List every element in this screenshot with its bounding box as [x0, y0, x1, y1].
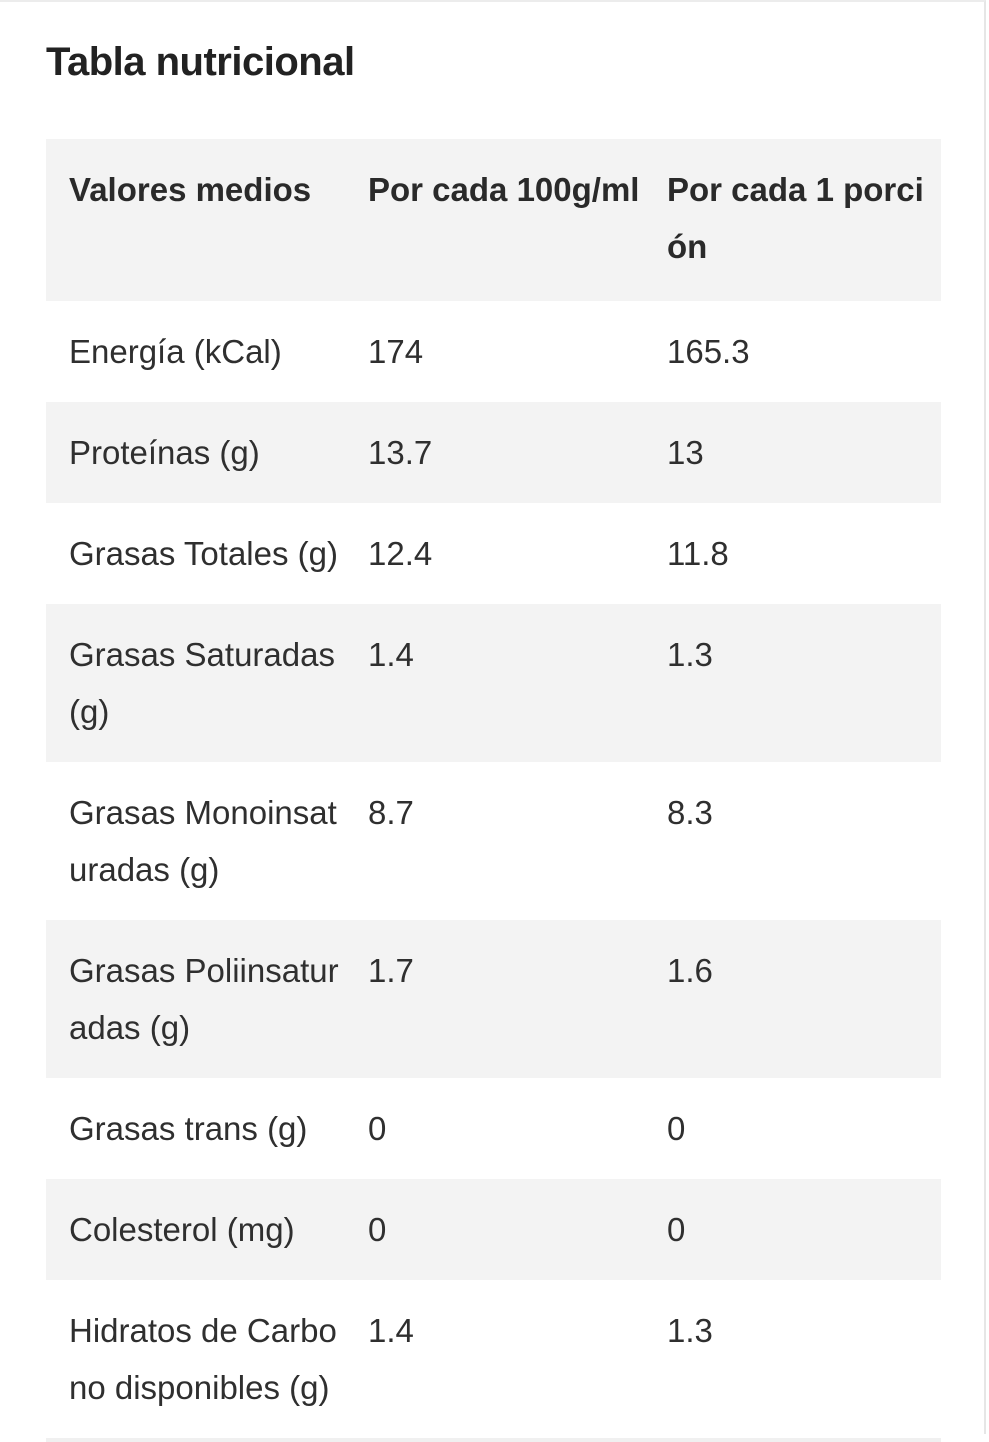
value-per-portion: 13	[644, 402, 941, 503]
value-per-portion: 0	[644, 1179, 941, 1280]
table-row: Grasas Poliinsaturadas (g) 1.7 1.6	[46, 920, 941, 1078]
column-header: Valores medios	[46, 139, 345, 301]
table-row: Proteínas (g) 13.7 13	[46, 402, 941, 503]
value-per-portion: 1.6	[644, 920, 941, 1078]
nutrient-name: Colesterol (mg)	[46, 1179, 345, 1280]
table-row: Grasas Monoinsaturadas (g) 8.7 8.3	[46, 762, 941, 920]
section-title: Tabla nutricional	[46, 40, 355, 84]
column-header: Por cada 100g/ml	[345, 139, 644, 301]
table-row: Grasas Saturadas (g) 1.4 1.3	[46, 604, 941, 762]
value-per-portion: 1.3	[644, 1280, 941, 1442]
table-header-row: Valores medios Por cada 100g/ml Por cada…	[46, 139, 941, 301]
nutrient-name: Grasas trans (g)	[69, 1110, 308, 1147]
table-row: Grasas Totales (g) 12.4 11.8	[46, 503, 941, 604]
value-per-portion: 0	[667, 1110, 686, 1147]
value-per-portion: 8.3	[667, 794, 713, 831]
nutrient-name: Proteínas (g)	[46, 402, 345, 503]
table-row: Hidratos de Carbono disponibles (g) 1.4 …	[46, 1280, 941, 1442]
table-row: Grasas trans (g) 0 0	[46, 1078, 941, 1179]
table-row: Energía (kCal) 174 165.3	[46, 301, 941, 402]
value-per-100: 1.4	[345, 1280, 644, 1442]
value-per-portion: 165.3	[667, 333, 750, 370]
nutrient-name: Grasas Poliinsaturadas (g)	[46, 920, 345, 1078]
value-per-100: 13.7	[345, 402, 644, 503]
value-per-100: 0	[345, 1179, 644, 1280]
value-per-100: 0	[368, 1110, 387, 1147]
nutrient-name: Energía (kCal)	[69, 333, 282, 370]
value-per-100: 12.4	[368, 535, 433, 572]
nutrient-name: Grasas Monoinsaturadas (g)	[69, 794, 337, 888]
value-per-100: 8.7	[368, 794, 414, 831]
nutrient-name: Grasas Totales (g)	[69, 535, 338, 572]
nutrient-name: Hidratos de Carbono disponibles (g)	[46, 1280, 345, 1442]
nutrition-table: Valores medios Por cada 100g/ml Por cada…	[46, 139, 941, 1442]
column-header: Por cada 1 porción	[644, 139, 941, 301]
value-per-100: 1.4	[345, 604, 644, 762]
value-per-portion: 1.3	[644, 604, 941, 762]
value-per-100: 1.7	[345, 920, 644, 1078]
nutrient-name: Grasas Saturadas (g)	[46, 604, 345, 762]
value-per-100: 174	[368, 333, 424, 370]
table-row: Colesterol (mg) 0 0	[46, 1179, 941, 1280]
value-per-portion: 11.8	[667, 535, 729, 572]
